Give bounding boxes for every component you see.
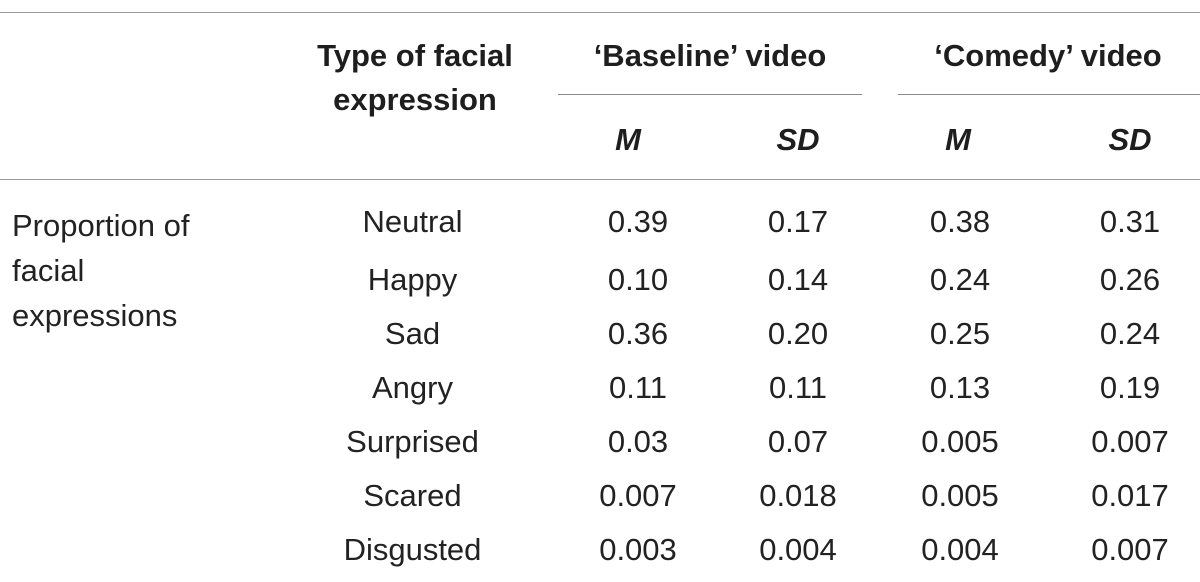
cell-comedy-sd: 0.24	[1099, 316, 1161, 351]
cell-baseline-sd: 0.07	[767, 424, 829, 459]
row-type-happy: Happy	[367, 262, 458, 297]
subheader-baseline-m: M	[615, 122, 641, 157]
cell-comedy-sd: 0.19	[1099, 370, 1161, 405]
header-type-of-facial-expression: Type of facial expression	[317, 38, 513, 117]
subheader-baseline-sd: SD	[776, 122, 820, 157]
cell-baseline-sd: 0.17	[767, 204, 829, 239]
cell-comedy-m: 0.13	[929, 370, 991, 405]
row-type-scared: Scared	[363, 478, 462, 513]
cell-comedy-m: 0.24	[929, 262, 991, 297]
cell-comedy-m: 0.005	[921, 478, 999, 513]
cell-baseline-m: 0.007	[599, 478, 677, 513]
cell-baseline-sd: 0.004	[759, 532, 837, 567]
cell-comedy-sd: 0.26	[1099, 262, 1161, 297]
cell-baseline-m: 0.11	[608, 370, 668, 405]
cell-baseline-sd: 0.11	[768, 370, 828, 405]
header-baseline-video: ‘Baseline’ video	[593, 38, 827, 73]
row-type-sad: Sad	[384, 316, 441, 351]
cell-baseline-m: 0.36	[607, 316, 669, 351]
header-comedy-video: ‘Comedy’ video	[934, 38, 1162, 73]
cell-baseline-sd: 0.14	[767, 262, 829, 297]
cell-comedy-m: 0.25	[929, 316, 991, 351]
cell-baseline-sd: 0.20	[767, 316, 829, 351]
cell-comedy-m: 0.004	[921, 532, 999, 567]
cell-comedy-sd: 0.017	[1091, 478, 1169, 513]
cell-comedy-sd: 0.007	[1091, 424, 1169, 459]
header-bottom-rule	[0, 179, 1200, 180]
cell-comedy-sd: 0.31	[1099, 204, 1161, 239]
cell-comedy-m: 0.005	[921, 424, 999, 459]
subheader-comedy-m: M	[945, 122, 971, 157]
cell-baseline-m: 0.003	[599, 532, 677, 567]
subheader-comedy-sd: SD	[1108, 122, 1152, 157]
baseline-group-rule	[558, 94, 862, 95]
row-type-angry: Angry	[372, 370, 453, 405]
cell-baseline-m: 0.03	[607, 424, 669, 459]
cell-baseline-m: 0.39	[607, 204, 669, 239]
cell-comedy-sd: 0.007	[1091, 532, 1169, 567]
cell-baseline-m: 0.10	[607, 262, 669, 297]
row-type-surprised: Surprised	[346, 424, 479, 459]
cell-baseline-sd: 0.018	[759, 478, 837, 513]
cell-comedy-m: 0.38	[929, 204, 991, 239]
comedy-group-rule	[898, 94, 1200, 95]
row-group-label: Proportion of facial expressions	[12, 208, 190, 333]
row-type-disgusted: Disgusted	[343, 532, 482, 567]
table-top-rule	[0, 12, 1200, 13]
row-type-neutral: Neutral	[362, 204, 463, 239]
